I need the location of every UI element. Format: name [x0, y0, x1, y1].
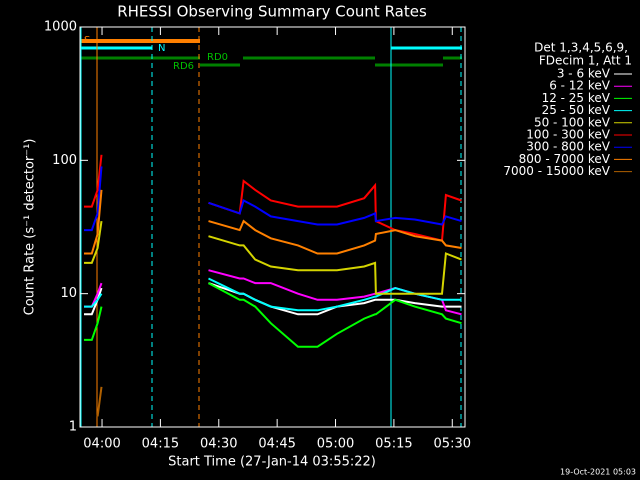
series-line — [96, 386, 103, 417]
legend-title: FDecim 1, Att 1 — [539, 54, 632, 68]
y-tick-label: 1 — [69, 420, 77, 435]
chart-title: RHESSI Observing Summary Count Rates — [117, 3, 427, 21]
series-line — [84, 166, 462, 232]
legend-label: 50 - 100 keV — [534, 115, 611, 129]
x-tick-label: 04:15 — [142, 437, 179, 452]
legend-label: 7000 - 15000 keV — [503, 164, 610, 178]
y-tick-label: 10 — [60, 286, 77, 301]
legend-title: Det 1,3,4,5,6,9, — [534, 41, 628, 55]
legend-label: 3 - 6 keV — [557, 67, 611, 81]
series-line — [84, 154, 462, 242]
legend-label: 25 - 50 keV — [542, 103, 611, 117]
annotation: RD0 — [207, 52, 228, 63]
legend-label: 300 - 800 keV — [526, 140, 610, 154]
x-tick-label: 04:00 — [83, 437, 120, 452]
series-line — [84, 282, 462, 348]
plot-frame — [79, 26, 466, 428]
x-tick-label: 05:00 — [317, 437, 354, 452]
legend-label: 100 - 300 keV — [526, 128, 610, 142]
y-tick-label: 100 — [52, 153, 77, 168]
series-line — [84, 277, 462, 312]
x-tick-label: 05:30 — [434, 437, 471, 452]
series-line — [84, 282, 462, 316]
flags: S N RD0 RD6 — [80, 27, 462, 427]
series-line — [84, 189, 462, 255]
legend-label: 12 - 25 keV — [542, 91, 611, 105]
annotation: RD6 — [173, 61, 194, 72]
x-tick-label: 04:45 — [258, 437, 295, 452]
series-line — [84, 220, 462, 295]
x-tick-label: 05:15 — [375, 437, 412, 452]
annotation: N — [158, 43, 165, 54]
legend-label: 800 - 7000 keV — [519, 152, 611, 166]
annotation: S — [84, 35, 90, 46]
y-tick-label: 1000 — [44, 20, 77, 35]
x-tick-label: 04:30 — [200, 437, 237, 452]
y-axis-label: Count Rate (s⁻¹ detector⁻¹) — [23, 139, 38, 316]
legend-label: 6 - 12 keV — [549, 79, 611, 93]
footer: 19-Oct-2021 05:03 — [560, 468, 636, 477]
x-axis-label: Start Time (27-Jan-14 03:55:22) — [168, 455, 376, 470]
